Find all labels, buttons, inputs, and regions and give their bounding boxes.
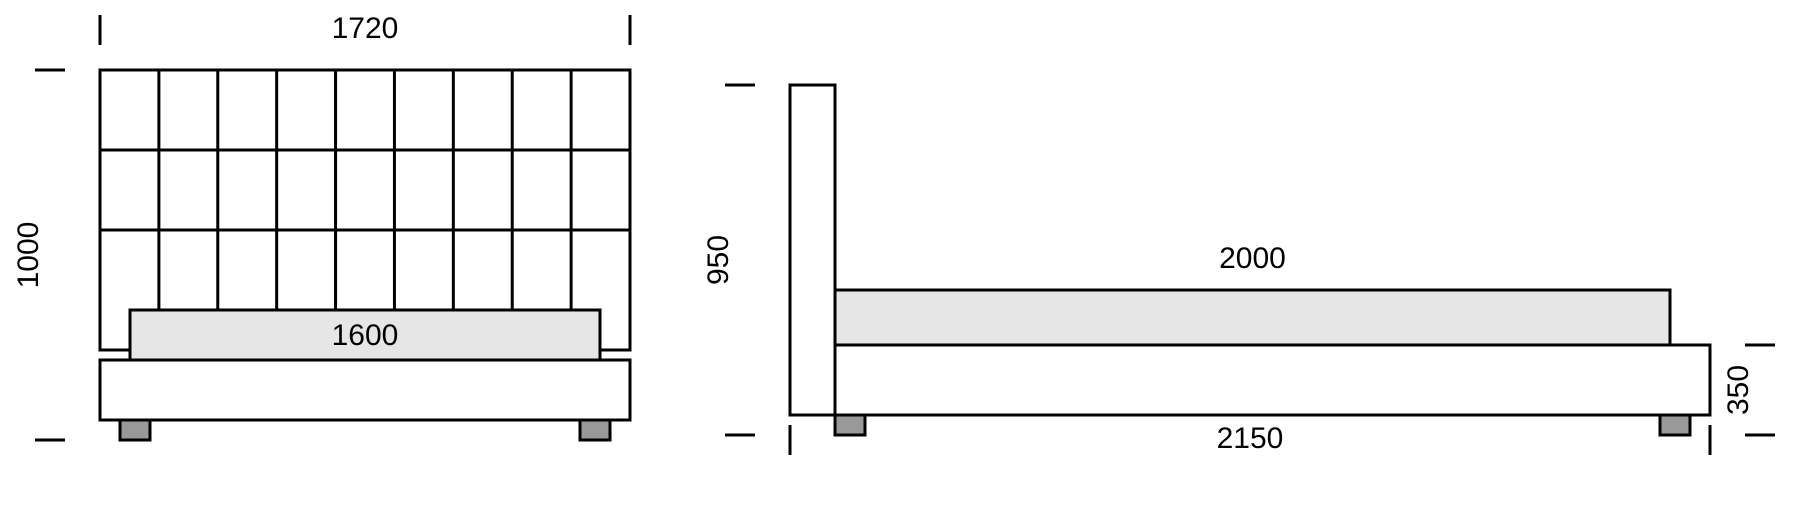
technical-drawing: 1600 1720 1000 2000 950 2150 350 — [0, 0, 1800, 530]
side-height-label: 950 — [702, 235, 735, 285]
side-rail-height-label: 350 — [1722, 365, 1755, 415]
side-length-label: 2000 — [1219, 242, 1286, 275]
side-rail — [815, 345, 1710, 415]
side-foot-0 — [835, 415, 865, 435]
front-foot-1 — [580, 420, 610, 440]
front-foot-0 — [120, 420, 150, 440]
front-mattress-label: 1600 — [332, 319, 399, 352]
front-view: 1600 1720 1000 — [12, 12, 630, 440]
front-rail — [100, 360, 630, 420]
front-height-label: 1000 — [12, 222, 45, 289]
side-total-length-label: 2150 — [1217, 422, 1284, 455]
side-headboard — [790, 85, 835, 415]
side-foot-1 — [1660, 415, 1690, 435]
front-width-label: 1720 — [332, 12, 399, 45]
side-mattress — [835, 290, 1670, 345]
side-view: 2000 950 2150 350 — [702, 85, 1775, 455]
